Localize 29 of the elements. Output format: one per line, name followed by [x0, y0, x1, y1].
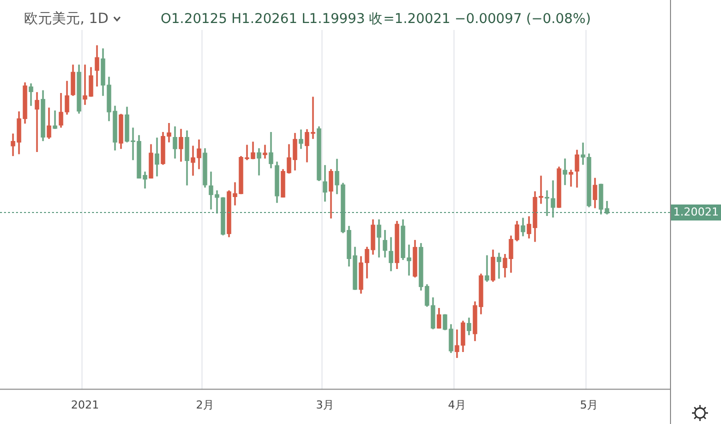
chart-title: 欧元美元, 1D	[24, 10, 109, 28]
candlestick	[496, 252, 502, 279]
candlestick	[34, 92, 40, 152]
text: 1.20021	[673, 205, 719, 218]
x-tick-label: 2月	[196, 398, 214, 412]
candlestick	[580, 142, 586, 165]
candlestick	[310, 96, 316, 139]
candlestick	[568, 170, 574, 187]
candlestick	[190, 146, 196, 176]
candlestick	[28, 83, 34, 106]
chart-subtitle: O1.20125 H1.20261 L1.19993 收=1.20021 −0.00097 (−0.08%)	[160, 10, 591, 28]
candlestick	[10, 134, 16, 156]
x-tick-label: 5月	[580, 398, 598, 412]
candlestick	[166, 122, 172, 142]
candlestick	[538, 176, 544, 204]
candlestick	[208, 172, 214, 210]
x-tick-label: 4月	[448, 398, 466, 412]
x-tick-label: 2021	[71, 398, 99, 412]
candlestick	[214, 190, 220, 214]
candlestick	[256, 148, 262, 176]
candlestick	[82, 64, 88, 105]
candlestick	[406, 244, 412, 276]
candlestick	[232, 182, 238, 206]
candlestick	[298, 130, 304, 149]
candlestick	[454, 330, 460, 358]
candlestick	[562, 158, 568, 186]
candlestick	[52, 110, 58, 129]
candlestick	[484, 255, 490, 282]
x-tick-label: 3月	[316, 398, 334, 412]
